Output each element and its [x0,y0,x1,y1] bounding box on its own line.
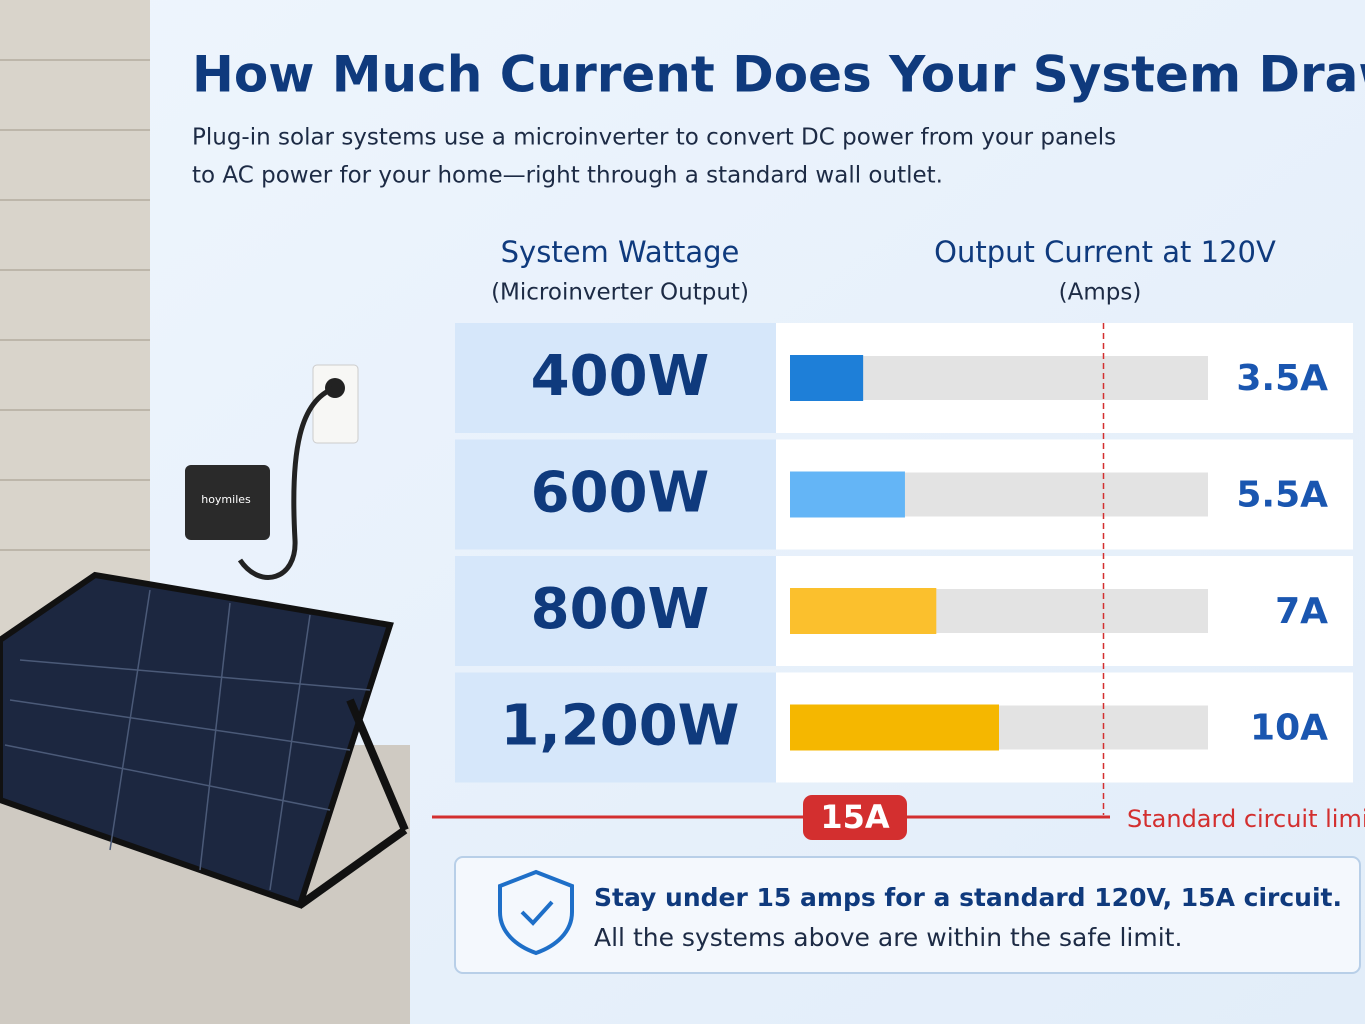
brand-label: hoymiles [201,493,251,506]
value-label: 3.5A [1236,358,1328,399]
panel-cells [4,589,371,891]
siding [0,59,150,551]
check-icon [520,900,554,926]
category-label: 1,200W [501,694,740,759]
value-label: 5.5A [1236,475,1328,516]
column-subheader: (Microinverter Output) [491,280,749,306]
solar-panel [0,571,394,909]
bar [790,471,905,518]
outlet [312,364,359,444]
microinverter [185,465,270,540]
limit-label: 15A [820,798,890,836]
bar [790,355,864,401]
value-label: 7A [1275,591,1328,632]
subtitle: to AC power for your home—right through … [192,163,943,189]
title: How Much Current Does Your System Draw? [192,46,1365,104]
note-box [454,856,1361,974]
bar [790,704,999,751]
column-header: System Wattage [501,235,740,269]
shield-icon [498,869,574,956]
limit-badge [803,795,907,840]
category-cell [455,556,776,666]
category-label: 600W [531,461,710,526]
category-cell [455,672,776,783]
limit-text: Standard circuit limit [1127,805,1365,833]
cable [237,385,336,580]
value-label: 10A [1250,708,1328,749]
note-text: Stay under 15 amps for a standard 120V, … [594,883,1342,912]
category-label: 400W [531,344,710,409]
subtitle: Plug-in solar systems use a microinverte… [192,125,1116,151]
column-header: Output Current at 120V [934,235,1276,269]
category-cell [455,323,776,433]
column-subheader: (Amps) [1059,280,1142,306]
illustration: hoymiles [0,0,410,1024]
note-text: All the systems above are within the saf… [594,923,1182,952]
panel-stand [297,826,408,909]
category-label: 800W [531,577,710,642]
panel-stand [346,698,409,832]
category-cell [455,439,776,550]
bar [790,588,937,634]
